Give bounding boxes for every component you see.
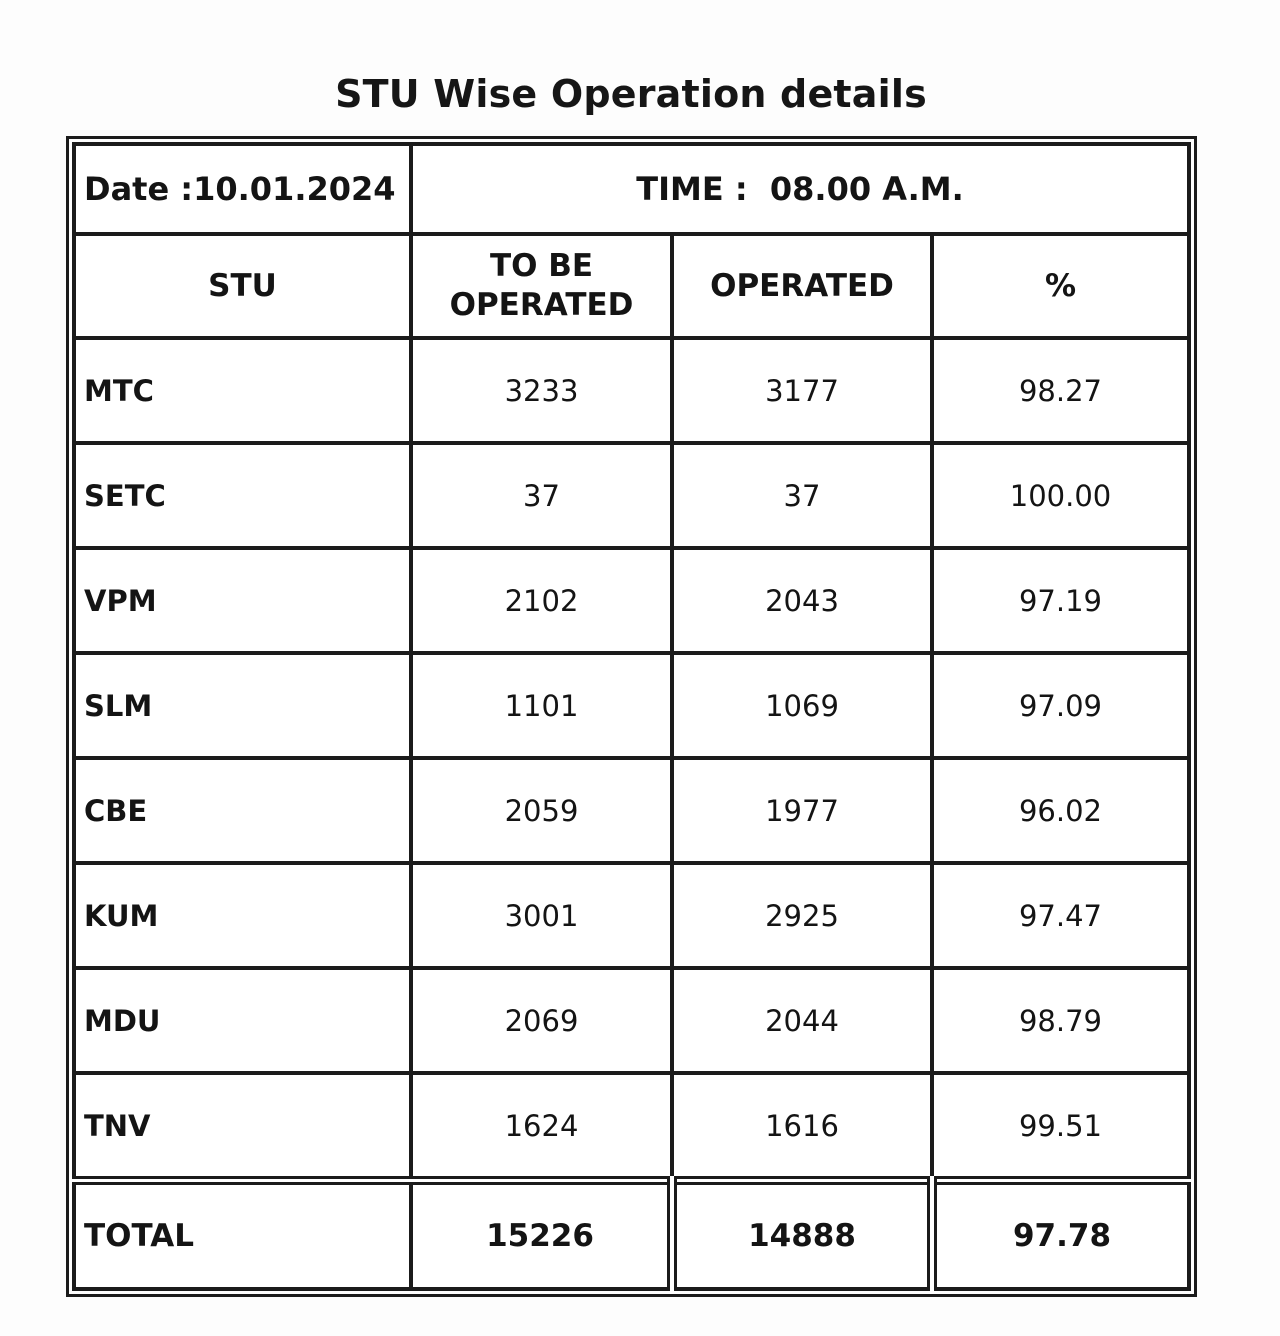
total-percent-value: 97.78 (926, 1176, 1192, 1291)
stu-label: MDU (72, 966, 413, 1075)
date-label: Date :10.01.2024 (72, 142, 413, 236)
table-row-tnv: TNV 1624 1616 99.51 (72, 1071, 1192, 1183)
stu-label: SETC (72, 441, 413, 550)
stu-label: MTC (72, 336, 413, 445)
col-header-to-be-operated: TO BE OPERATED (409, 232, 674, 340)
operation-table-frame: Date :10.01.2024 TIME : 08.00 A.M. STU T… (66, 136, 1198, 1297)
table-row-cbe: CBE 2059 1977 96.02 (72, 756, 1192, 865)
percent-value: 99.51 (929, 1071, 1192, 1183)
stu-label: TNV (72, 1071, 413, 1183)
to-be-operated-value: 1624 (409, 1071, 674, 1183)
operated-value: 37 (670, 441, 934, 550)
table-row-total: TOTAL 15226 14888 97.78 (72, 1176, 1192, 1291)
to-be-operated-value: 2059 (409, 756, 674, 865)
time-label: TIME : 08.00 A.M. (408, 142, 1192, 236)
page-title: STU Wise Operation details (335, 72, 927, 116)
to-be-operated-value: 1101 (409, 651, 674, 760)
operated-value: 1977 (670, 756, 934, 865)
percent-value: 97.19 (929, 546, 1192, 655)
operation-table: Date :10.01.2024 TIME : 08.00 A.M. STU T… (72, 142, 1192, 1291)
operated-value: 2925 (670, 861, 934, 970)
to-be-operated-value: 3001 (409, 861, 674, 970)
to-be-operated-value: 3233 (409, 336, 674, 445)
col-header-operated: OPERATED (670, 232, 934, 340)
total-operated-value: 14888 (667, 1176, 934, 1291)
col-header-percent: % (929, 232, 1192, 340)
percent-value: 98.79 (929, 966, 1192, 1075)
stu-label: SLM (72, 651, 413, 760)
table-row-mdu: MDU 2069 2044 98.79 (72, 966, 1192, 1075)
percent-value: 97.47 (929, 861, 1192, 970)
table-row-kum: KUM 3001 2925 97.47 (72, 861, 1192, 970)
table-row-vpm: VPM 2102 2043 97.19 (72, 546, 1192, 655)
operated-value: 2044 (670, 966, 934, 1075)
percent-value: 96.02 (929, 756, 1192, 865)
total-label: TOTAL (72, 1176, 413, 1291)
percent-value: 100.00 (929, 441, 1192, 550)
operated-value: 3177 (670, 336, 934, 445)
header-row: STU TO BE OPERATED OPERATED % (72, 232, 1192, 340)
operated-value: 1616 (670, 1071, 934, 1183)
table-row-setc: SETC 37 37 100.00 (72, 441, 1192, 550)
total-to-be-operated-value: 15226 (409, 1176, 674, 1291)
percent-value: 98.27 (929, 336, 1192, 445)
stu-label: CBE (72, 756, 413, 865)
table-row-mtc: MTC 3233 3177 98.27 (72, 336, 1192, 445)
stu-label: VPM (72, 546, 413, 655)
operated-value: 2043 (670, 546, 934, 655)
col-header-stu: STU (72, 232, 413, 340)
operated-value: 1069 (670, 651, 934, 760)
percent-value: 97.09 (929, 651, 1192, 760)
stu-label: KUM (72, 861, 413, 970)
to-be-operated-value: 2102 (409, 546, 674, 655)
to-be-operated-value: 37 (409, 441, 674, 550)
to-be-operated-value: 2069 (409, 966, 674, 1075)
date-time-row: Date :10.01.2024 TIME : 08.00 A.M. (72, 142, 1192, 236)
table-row-slm: SLM 1101 1069 97.09 (72, 651, 1192, 760)
